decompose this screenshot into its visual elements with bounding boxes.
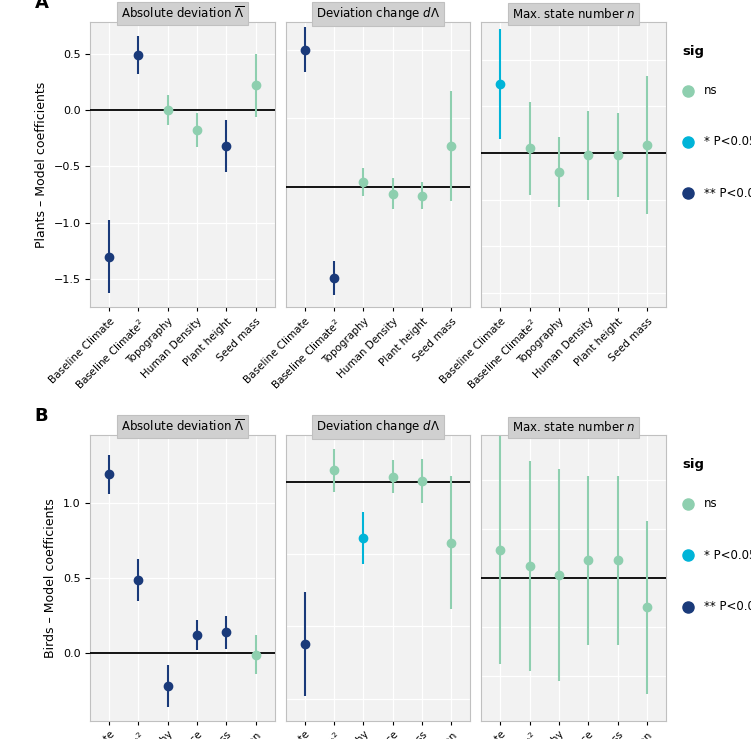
Text: ns: ns	[704, 497, 717, 511]
Title: Absolute deviation $\overline{\Lambda}$: Absolute deviation $\overline{\Lambda}$	[121, 5, 244, 21]
Text: sig: sig	[683, 458, 704, 471]
Text: * P<0.05: * P<0.05	[704, 135, 751, 149]
Text: B: B	[35, 407, 48, 425]
Text: sig: sig	[683, 45, 704, 58]
Text: ** P<0.01: ** P<0.01	[704, 187, 751, 200]
Title: Deviation change $d\Lambda$: Deviation change $d\Lambda$	[316, 5, 440, 22]
Text: A: A	[35, 0, 49, 12]
Text: * P<0.05: * P<0.05	[704, 548, 751, 562]
Y-axis label: Birds – Model coefficients: Birds – Model coefficients	[44, 498, 57, 658]
Title: Max. state number $n$: Max. state number $n$	[512, 7, 635, 21]
Text: ns: ns	[704, 84, 717, 97]
Y-axis label: Plants – Model coefficients: Plants – Model coefficients	[35, 81, 48, 248]
Title: Absolute deviation $\overline{\Lambda}$: Absolute deviation $\overline{\Lambda}$	[121, 418, 244, 435]
Title: Deviation change $d\Lambda$: Deviation change $d\Lambda$	[316, 418, 440, 435]
Text: ** P<0.01: ** P<0.01	[704, 600, 751, 613]
Title: Max. state number $n$: Max. state number $n$	[512, 420, 635, 435]
